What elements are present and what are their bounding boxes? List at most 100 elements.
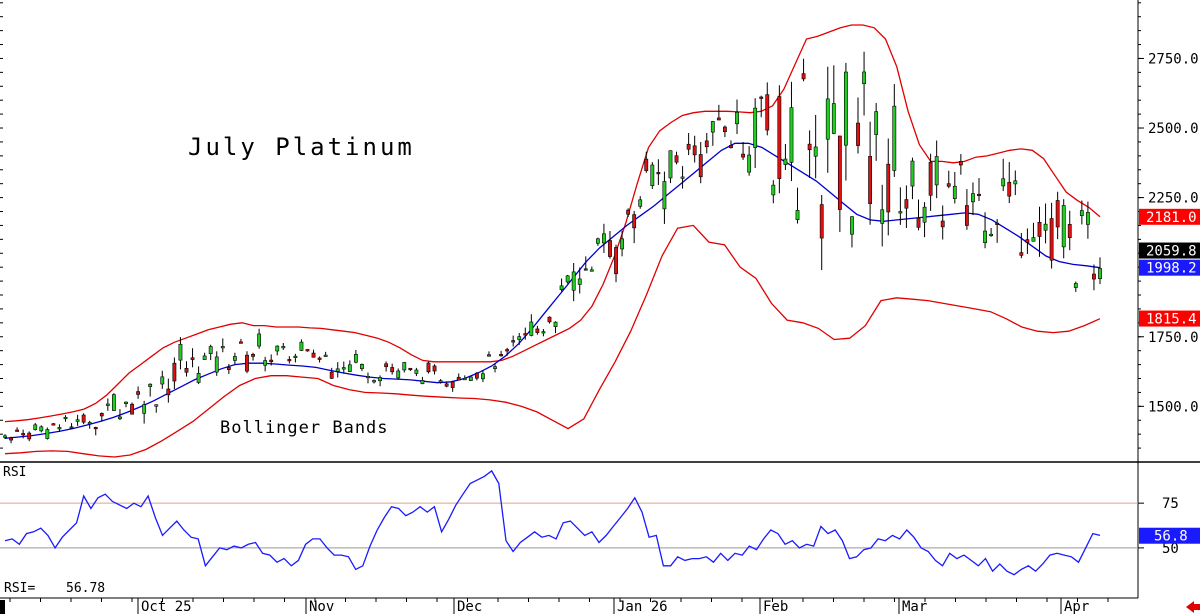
time-axis-label: Apr bbox=[1064, 599, 1089, 614]
candle-up bbox=[517, 336, 522, 340]
candle-up bbox=[1098, 268, 1102, 280]
candle-down bbox=[499, 354, 503, 357]
candle-up bbox=[154, 404, 159, 407]
rsi-readout-label: RSI= bbox=[4, 581, 35, 596]
time-axis-label: Mar bbox=[902, 599, 927, 614]
candle-down bbox=[777, 96, 782, 179]
candle-up bbox=[1073, 283, 1078, 288]
candle-up bbox=[874, 111, 879, 135]
rsi-line bbox=[4, 469, 1101, 576]
candle-down bbox=[1007, 181, 1012, 197]
candle-up bbox=[468, 376, 473, 381]
rsi-panel-title: RSI bbox=[3, 465, 26, 480]
candle-down bbox=[692, 145, 697, 156]
candle-down bbox=[716, 117, 721, 121]
candle-up bbox=[595, 238, 600, 244]
candle-up bbox=[39, 426, 44, 432]
price-tick-label: 2250.0 bbox=[1148, 191, 1199, 207]
candle-up bbox=[45, 429, 50, 439]
candle-down bbox=[245, 354, 249, 372]
time-axis-label: Oct 25 bbox=[141, 599, 192, 614]
candle-up bbox=[850, 216, 854, 235]
candle-up bbox=[202, 355, 207, 360]
candle-up bbox=[668, 150, 673, 179]
rsi-panel: RSI 50 75 56.8 RSI= 56.78 bbox=[0, 462, 1200, 598]
price-label-box bbox=[1139, 242, 1200, 259]
candle-down bbox=[729, 145, 733, 149]
candle-up bbox=[124, 401, 128, 404]
candle-down bbox=[1037, 222, 1042, 237]
price-tick-label: 2750.0 bbox=[1148, 51, 1199, 67]
candle-down bbox=[81, 414, 86, 423]
bollinger-annotation: Bollinger Bands bbox=[220, 418, 389, 438]
candle-down bbox=[474, 372, 479, 379]
candle-down bbox=[305, 349, 310, 352]
candle-up bbox=[402, 362, 407, 371]
candle-down bbox=[130, 403, 134, 415]
candle-up bbox=[63, 416, 68, 420]
candle-down bbox=[251, 354, 255, 357]
candle-up bbox=[892, 105, 897, 171]
candle-down bbox=[868, 156, 873, 204]
candle-up bbox=[934, 156, 939, 186]
candle-down bbox=[632, 214, 637, 229]
candle-up bbox=[214, 356, 219, 373]
candle-up bbox=[335, 368, 340, 372]
rsi-label-box bbox=[1139, 527, 1200, 544]
lower-band-line bbox=[4, 224, 1101, 458]
candle-up bbox=[831, 103, 836, 134]
candle-up bbox=[1031, 237, 1036, 242]
candle-up bbox=[178, 343, 183, 361]
candle-down bbox=[698, 154, 703, 178]
candle-up bbox=[57, 427, 62, 430]
scroll-right-arrow-icon[interactable] bbox=[1186, 601, 1200, 613]
candle-up bbox=[75, 419, 80, 422]
candle-up bbox=[825, 98, 830, 140]
candle-up bbox=[862, 71, 866, 85]
candle-down bbox=[15, 429, 19, 432]
candle-up bbox=[493, 366, 497, 369]
candle-down bbox=[958, 161, 963, 166]
candle-up bbox=[481, 373, 485, 380]
candle-down bbox=[608, 240, 612, 257]
candle-up bbox=[747, 154, 752, 173]
candle-up bbox=[1079, 210, 1084, 216]
candle-up bbox=[710, 121, 715, 133]
candle-up bbox=[553, 321, 558, 327]
candle-up bbox=[753, 107, 758, 148]
candle-up bbox=[33, 424, 38, 430]
candle-down bbox=[547, 316, 552, 323]
candle-up bbox=[220, 346, 225, 349]
upper-band-line bbox=[4, 24, 1101, 423]
candle-up bbox=[789, 107, 794, 163]
candle-up bbox=[196, 373, 201, 383]
candle-down bbox=[807, 143, 812, 151]
candle-up bbox=[771, 184, 776, 196]
chart-title: July Platinum bbox=[188, 133, 415, 161]
candle-down bbox=[172, 362, 177, 382]
candle-down bbox=[837, 135, 842, 210]
candle-down bbox=[1049, 218, 1054, 261]
candle-up bbox=[142, 404, 147, 414]
candle-down bbox=[723, 126, 727, 133]
candle-up bbox=[559, 285, 564, 290]
candle-down bbox=[21, 433, 26, 436]
time-axis: Oct 25 Nov Dec Jan 26 Feb Mar Apr bbox=[0, 597, 1200, 614]
candle-up bbox=[577, 278, 582, 285]
candle-down bbox=[704, 140, 709, 148]
candle-up bbox=[922, 206, 927, 223]
candle-down bbox=[166, 388, 171, 396]
candle-up bbox=[414, 369, 419, 374]
candle-down bbox=[614, 247, 618, 275]
candle-down bbox=[317, 357, 322, 360]
candle-up bbox=[281, 346, 286, 349]
candle-up bbox=[360, 364, 364, 370]
scroll-left-marker[interactable] bbox=[0, 600, 5, 614]
candle-up bbox=[880, 209, 885, 224]
candle-down bbox=[51, 423, 56, 426]
candle-up bbox=[529, 321, 534, 336]
candle-up bbox=[438, 380, 443, 383]
